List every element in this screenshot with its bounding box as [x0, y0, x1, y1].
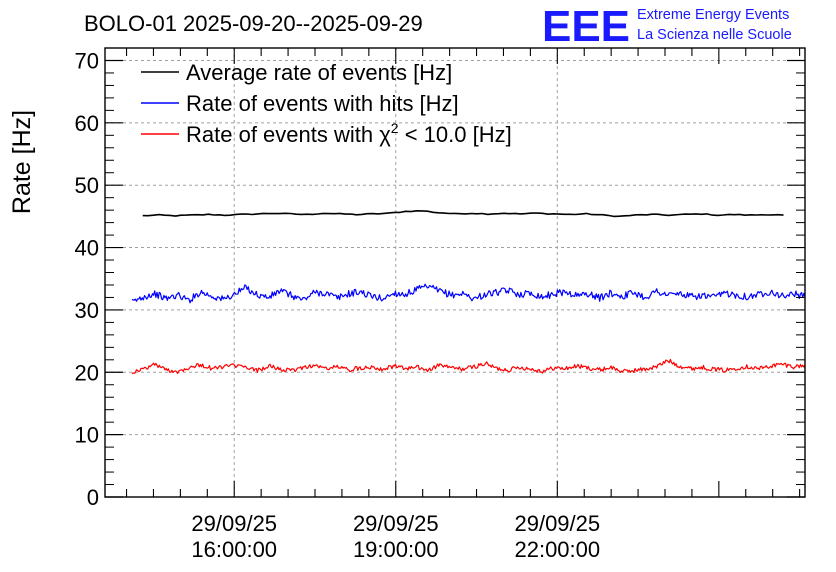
eee-logo-line1: Extreme Energy Events — [637, 7, 789, 23]
legend-label-chi2-symbol: χ — [379, 122, 391, 147]
axes-ticks — [105, 47, 805, 498]
legend-label-average: Average rate of events [Hz] — [186, 60, 452, 85]
legend: Average rate of events [Hz] Rate of even… — [141, 60, 512, 147]
y-tick-label: 30 — [75, 298, 99, 323]
x-tick-labels: 29/09/2516:00:0029/09/2519:00:0029/09/25… — [191, 511, 600, 562]
x-tick-label-time: 16:00:00 — [191, 537, 277, 562]
series-hits-rate — [131, 283, 806, 304]
eee-logo-mark: EEE — [542, 2, 630, 51]
legend-label-chi2-pre: Rate of events with — [186, 122, 379, 147]
x-tick-label-time: 19:00:00 — [353, 537, 439, 562]
y-tick-labels: 0 10 20 30 40 50 60 70 — [75, 48, 99, 510]
y-tick-label: 50 — [75, 173, 99, 198]
x-tick-label-time: 22:00:00 — [514, 537, 600, 562]
legend-label-chi2: Rate of events with χ2 < 10.0 [Hz] — [186, 120, 512, 147]
series-chi2-rate — [131, 358, 806, 375]
y-tick-label: 10 — [75, 423, 99, 448]
x-tick-label-date: 29/09/25 — [353, 511, 439, 536]
x-tick-label-date: 29/09/25 — [191, 511, 277, 536]
y-tick-label: 20 — [75, 360, 99, 385]
legend-label-chi2-sup: 2 — [391, 120, 399, 136]
y-tick-label: 60 — [75, 111, 99, 136]
legend-label-chi2-post: < 10.0 [Hz] — [399, 122, 512, 147]
y-tick-label: 70 — [75, 48, 99, 73]
eee-logo: EEE Extreme Energy Events La Scienza nel… — [542, 2, 792, 51]
y-axis-label: Rate [Hz] — [8, 110, 36, 214]
legend-label-hits: Rate of events with hits [Hz] — [186, 91, 459, 116]
chart-title: BOLO-01 2025-09-20--2025-09-29 — [84, 11, 423, 36]
y-tick-label: 40 — [75, 236, 99, 261]
grid-lines — [105, 48, 805, 497]
y-tick-label: 0 — [87, 485, 99, 510]
x-tick-label-date: 29/09/25 — [514, 511, 600, 536]
series-average-rate — [142, 210, 784, 218]
series-layer — [131, 210, 806, 375]
eee-logo-line2: La Scienza nelle Scuole — [637, 27, 792, 43]
